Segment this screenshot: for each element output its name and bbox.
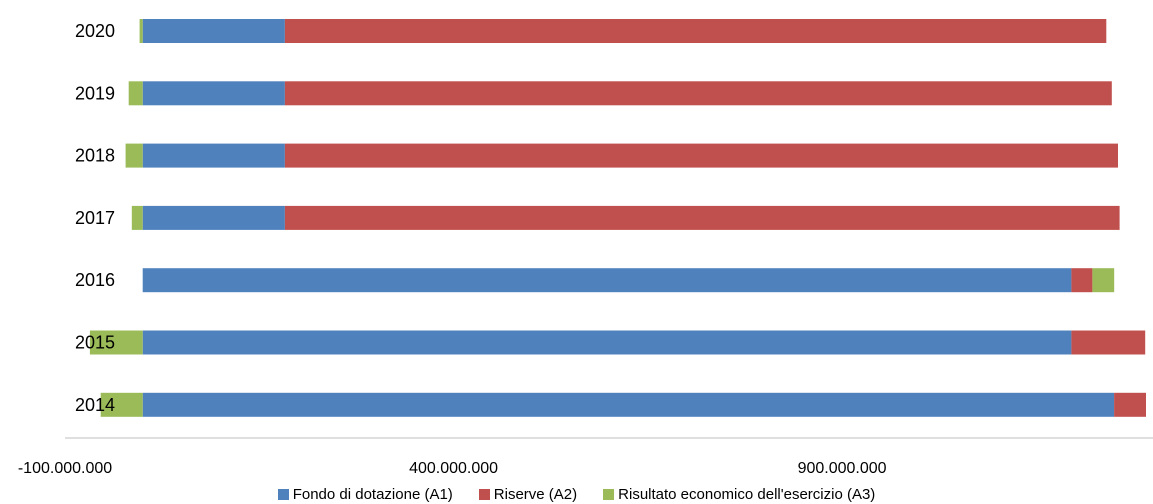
bar-2020-series-2 xyxy=(284,19,1107,43)
category-label-2015: 2015 xyxy=(75,333,115,353)
bar-2016-series-2 xyxy=(1071,268,1093,293)
bar-2017-series-2 xyxy=(284,205,1120,230)
bar-2018-series-3 xyxy=(125,143,143,168)
bar-2014-series-2 xyxy=(1114,392,1146,417)
legend-item-series-1: Fondo di dotazione (A1) xyxy=(277,485,453,503)
legend-swatch-series-2 xyxy=(478,488,490,500)
bar-2020-series-3 xyxy=(139,19,143,43)
category-label-2016: 2016 xyxy=(75,270,115,290)
legend-item-series-2: Riserve (A2) xyxy=(478,485,578,503)
category-label-2018: 2018 xyxy=(75,146,115,166)
legend-item-series-3: Risultato economico dell'esercizio (A3) xyxy=(603,486,875,503)
bar-2015-series-2 xyxy=(1071,330,1146,355)
legend-label-series-3: Risultato economico dell'esercizio (A3) xyxy=(618,485,876,503)
category-labels-layer: 2020 2019 2018 2017 2016 2015 2014 xyxy=(75,21,115,415)
category-label-2020: 2020 xyxy=(75,21,115,41)
bar-2015-series-1 xyxy=(142,330,1072,355)
bar-2018-series-2 xyxy=(284,143,1118,168)
bar-2014-series-3 xyxy=(100,392,143,417)
legend-label-series-1: Fondo di dotazione (A1) xyxy=(292,485,453,503)
bar-2020-series-1 xyxy=(142,19,285,43)
x-tick-label: 400.000.000 xyxy=(409,460,498,477)
bar-2016-series-3 xyxy=(1092,268,1115,293)
bar-2019-series-1 xyxy=(142,81,285,106)
bar-2016-series-1 xyxy=(142,268,1072,293)
category-label-2017: 2017 xyxy=(75,208,115,228)
bar-2015-series-3 xyxy=(89,330,143,355)
category-label-2014: 2014 xyxy=(75,395,115,415)
bars-layer xyxy=(89,19,1146,417)
bar-2017-series-1 xyxy=(142,205,285,230)
legend-swatch-series-1 xyxy=(277,488,289,500)
x-tick-labels-layer: -100.000.000 400.000.000 900.000.000 xyxy=(18,460,887,477)
legend-swatch-series-3 xyxy=(603,488,615,500)
bar-2019-series-3 xyxy=(128,81,143,106)
bar-2014-series-1 xyxy=(142,392,1115,417)
x-tick-label: 900.000.000 xyxy=(798,460,887,477)
x-tick-label: -100.000.000 xyxy=(18,460,112,477)
category-label-2019: 2019 xyxy=(75,83,115,103)
legend-label-series-2: Riserve (A2) xyxy=(493,485,578,503)
bar-2018-series-1 xyxy=(142,143,285,168)
legend: Fondo di dotazione (A1) Riserve (A2) Risul… xyxy=(0,484,1153,504)
bar-2019-series-2 xyxy=(284,81,1112,106)
bar-2017-series-3 xyxy=(131,205,143,230)
